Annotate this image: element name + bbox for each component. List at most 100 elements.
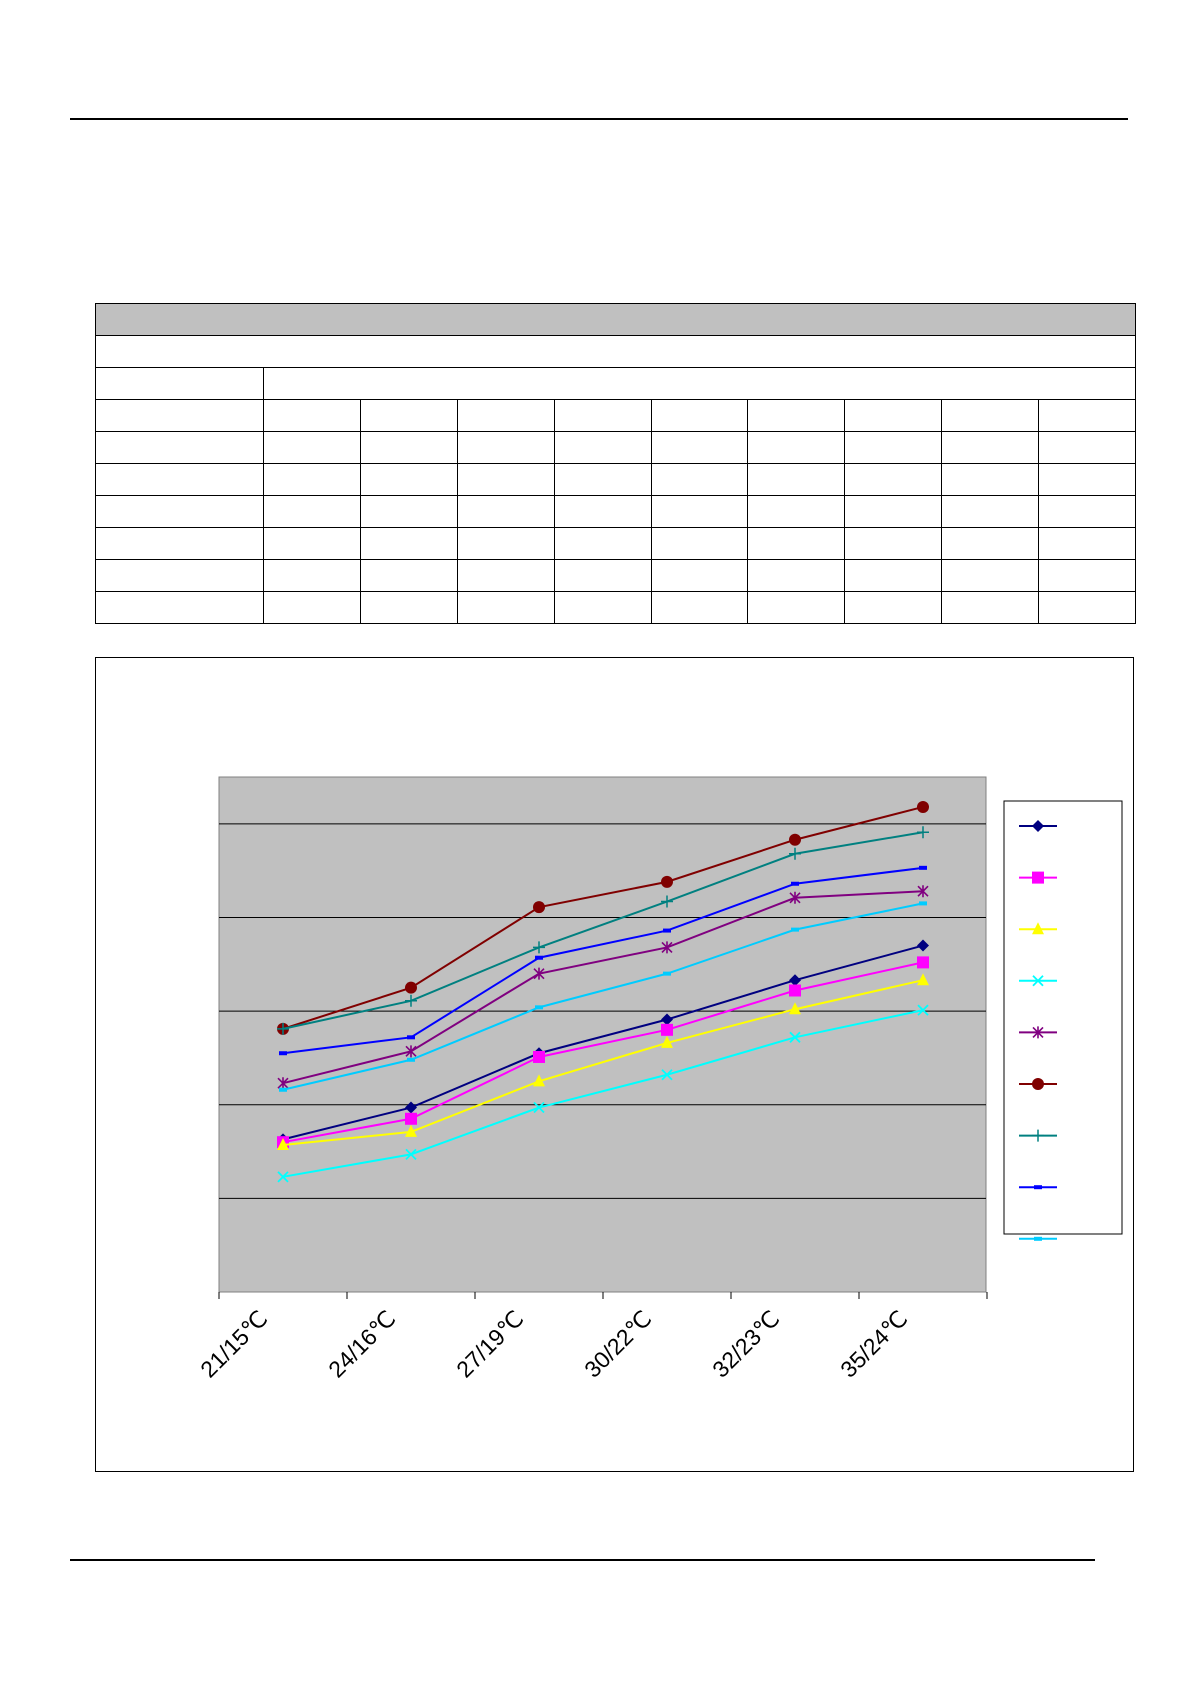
legend-entry: [1019, 1026, 1057, 1039]
data-point: [661, 1013, 673, 1026]
table-cell: [941, 399, 1039, 432]
table-cell: [263, 527, 361, 560]
table-cell: [1038, 591, 1136, 624]
table-row: [95, 431, 1136, 464]
legend-entry: [1019, 1185, 1057, 1190]
data-point: [789, 974, 801, 987]
data-point: [661, 1035, 673, 1048]
table-cell: [456, 559, 555, 592]
data-point: [917, 800, 929, 813]
table-cell: [553, 463, 652, 496]
data-point: [661, 1023, 673, 1036]
data-point: [917, 939, 929, 952]
table-cell: [263, 431, 361, 464]
table-cell: [263, 399, 361, 432]
table-cell: [1038, 495, 1136, 528]
table-row-header: [95, 495, 264, 528]
table-cell: [941, 527, 1039, 560]
table-cell: [263, 559, 361, 592]
data-point: [533, 967, 545, 980]
data-point: [405, 1148, 417, 1160]
data-point: [405, 1045, 417, 1058]
data-point: [1032, 1026, 1044, 1039]
table-cell: [456, 527, 555, 560]
data-table: [95, 303, 1136, 624]
table-cell: [747, 399, 846, 432]
table-cell: [747, 431, 846, 464]
data-point: [405, 994, 417, 1007]
table-cell: [650, 591, 749, 624]
data-point: [919, 865, 927, 870]
table-cell: [650, 399, 749, 432]
table-cell: [456, 591, 555, 624]
data-point: [1032, 1078, 1044, 1090]
table-cell: [941, 463, 1039, 496]
data-point: [1032, 820, 1044, 832]
table-cell: [941, 431, 1039, 464]
data-point: [279, 1051, 287, 1056]
table-cell: [553, 527, 652, 560]
table-cell: [844, 527, 943, 560]
table-cell: [1038, 463, 1136, 496]
x-tick-label: 24/16℃: [323, 1305, 400, 1382]
legend-entry: [1019, 1129, 1057, 1142]
table-cell: [553, 431, 652, 464]
table-cell: [263, 591, 361, 624]
data-point: [917, 885, 929, 898]
table-cell: [553, 399, 652, 432]
table-row: [95, 463, 1136, 496]
data-point: [789, 833, 801, 846]
series-2: [277, 956, 929, 1149]
data-point: [533, 941, 545, 954]
data-point: [533, 901, 545, 914]
table-row: [95, 495, 1136, 528]
series-6: [277, 800, 929, 1035]
series-8: [279, 865, 927, 1056]
table-cell: [359, 463, 458, 496]
series-3: [277, 973, 929, 1150]
series-line: [282, 979, 924, 1146]
data-point: [919, 901, 927, 906]
series-line: [282, 866, 924, 1055]
data-point: [661, 941, 673, 954]
data-point: [1032, 871, 1044, 884]
x-tick-label: 35/24℃: [835, 1305, 912, 1382]
data-point: [661, 1069, 673, 1081]
table-cell: [650, 463, 749, 496]
table-cell: [1038, 399, 1136, 432]
data-point: [277, 1171, 289, 1183]
x-tick-label: 32/23℃: [707, 1305, 784, 1382]
table-cell: [553, 495, 652, 528]
table-cell: [650, 431, 749, 464]
data-point: [405, 981, 417, 994]
header-rule: [70, 118, 1128, 120]
legend-entry: [1019, 922, 1057, 935]
table-cell: [1038, 527, 1136, 560]
data-point: [405, 1124, 417, 1137]
table-cell: [844, 495, 943, 528]
table-cell: [941, 495, 1039, 528]
table-cell: [553, 591, 652, 624]
table-title-cell: [95, 303, 1136, 336]
series-line: [282, 831, 924, 1030]
table-row-header: [95, 367, 264, 400]
legend-entry: [1019, 1236, 1057, 1241]
series-line: [282, 902, 924, 1091]
table-row-header: [95, 399, 264, 432]
table-row: [95, 591, 1136, 624]
legend-entry: [1019, 1078, 1057, 1090]
table-row-header: [95, 559, 264, 592]
table-cell: [844, 591, 943, 624]
series-4: [277, 1004, 929, 1183]
x-tick-label: 21/15℃: [195, 1305, 272, 1382]
table-row-header: [95, 463, 264, 496]
data-point: [789, 1031, 801, 1043]
data-point: [533, 1074, 545, 1087]
table-group-header: [263, 367, 1136, 400]
data-point: [663, 928, 671, 933]
series-7: [277, 826, 929, 1035]
table-row-header: [95, 527, 264, 560]
table-row: [95, 559, 1136, 592]
table-cell: [359, 591, 458, 624]
series-9: [279, 901, 927, 1092]
